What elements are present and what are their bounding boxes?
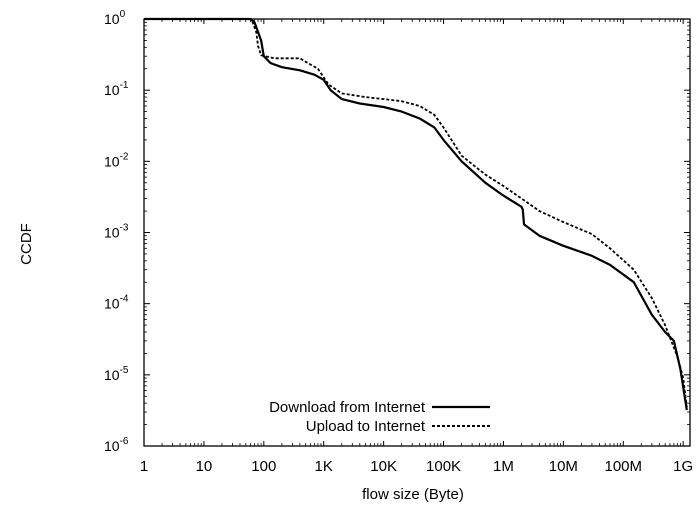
x-axis-title: flow size (Byte)	[362, 486, 464, 503]
x-tick-label: 100K	[426, 458, 461, 475]
y-tick-label: 10-6	[104, 436, 129, 454]
x-axis-ticks: 1 10 100 1K 10K 100K 1M 10M 100M 1G	[140, 19, 693, 475]
x-tick-label: 1G	[673, 458, 693, 475]
plot-area	[143, 18, 691, 447]
series-line-upload	[144, 18, 688, 408]
x-tick-label: 1	[140, 458, 148, 475]
y-tick-label: 10-2	[104, 151, 129, 169]
x-tick-label: 100	[251, 458, 276, 475]
legend-label-download: Download from Internet	[269, 399, 426, 416]
x-tick-label: 100M	[605, 458, 643, 475]
y-tick-label: 10-5	[104, 365, 129, 383]
x-tick-label: 1M	[493, 458, 514, 475]
plot-frame	[143, 18, 691, 447]
legend: Download from Internet Upload to Interne…	[269, 399, 490, 435]
x-tick-label: 1K	[315, 458, 333, 475]
y-tick-label: 10-3	[104, 223, 129, 241]
series-curves	[144, 17, 688, 411]
y-axis-ticks: 100 10-1 10-2 10-3 10-4 10-5 10-6	[104, 9, 690, 454]
x-tick-label: 10M	[549, 458, 578, 475]
y-tick-label: 10-1	[104, 80, 129, 98]
y-axis-title: CCDF	[18, 223, 35, 265]
x-tick-label: 10	[196, 458, 213, 475]
legend-label-upload: Upload to Internet	[306, 418, 426, 435]
x-tick-label: 10K	[370, 458, 397, 475]
y-tick-label: 100	[104, 9, 126, 27]
y-tick-label: 10-4	[104, 294, 129, 312]
series-line-download	[144, 17, 688, 411]
